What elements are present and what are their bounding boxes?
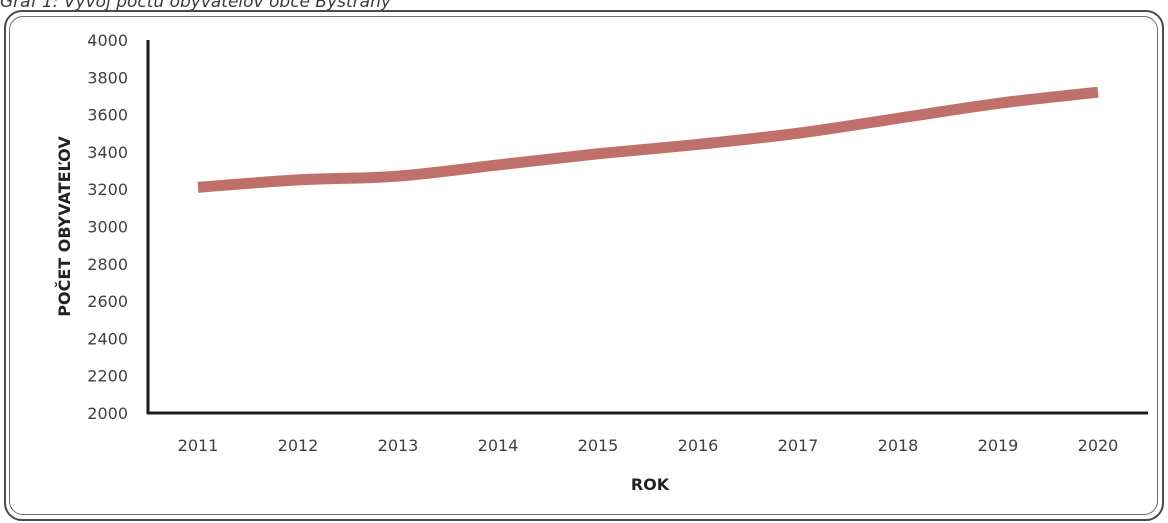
x-axis-title: ROK xyxy=(631,475,670,494)
x-tick-label: 2019 xyxy=(978,436,1019,455)
x-tick-label: 2020 xyxy=(1078,436,1119,455)
y-tick-label: 2800 xyxy=(87,255,128,274)
y-tick-label: 3200 xyxy=(87,180,128,199)
x-tick-label: 2018 xyxy=(878,436,919,455)
x-tick-label: 2012 xyxy=(278,436,319,455)
y-tick-label: 3000 xyxy=(87,218,128,237)
x-tick-label: 2016 xyxy=(678,436,719,455)
y-tick-label: 2000 xyxy=(87,404,128,423)
y-axis-title: POČET OBYVATEĽOV xyxy=(55,136,74,317)
chart-frame-outer xyxy=(4,10,1164,521)
y-tick-label: 3600 xyxy=(87,106,128,125)
y-tick-label: 2600 xyxy=(87,292,128,311)
y-tick-label: 4000 xyxy=(87,31,128,50)
x-tick-label: 2011 xyxy=(178,436,219,455)
y-tick-label: 3400 xyxy=(87,143,128,162)
x-tick-label: 2017 xyxy=(778,436,819,455)
x-tick-label: 2015 xyxy=(578,436,619,455)
y-tick-label: 2400 xyxy=(87,329,128,348)
chart-frame-inner xyxy=(9,16,1158,515)
x-axis-ticks: 2011 2012 2013 2014 2015 2016 2017 2018 2019 2020 xyxy=(178,436,1119,455)
population-series-line xyxy=(197,86,1099,193)
y-axis-ticks: 2000 2200 2400 2600 2800 3000 3200 3400 3600 3800… xyxy=(87,31,128,423)
x-tick-label: 2014 xyxy=(478,436,519,455)
series-layer xyxy=(197,86,1099,193)
x-tick-label: 2013 xyxy=(378,436,419,455)
y-tick-label: 2200 xyxy=(87,367,128,386)
chart-caption: Graf 1: Vývoj počtu obyvateľov obce Byst… xyxy=(0,0,391,12)
y-tick-label: 3800 xyxy=(87,68,128,87)
